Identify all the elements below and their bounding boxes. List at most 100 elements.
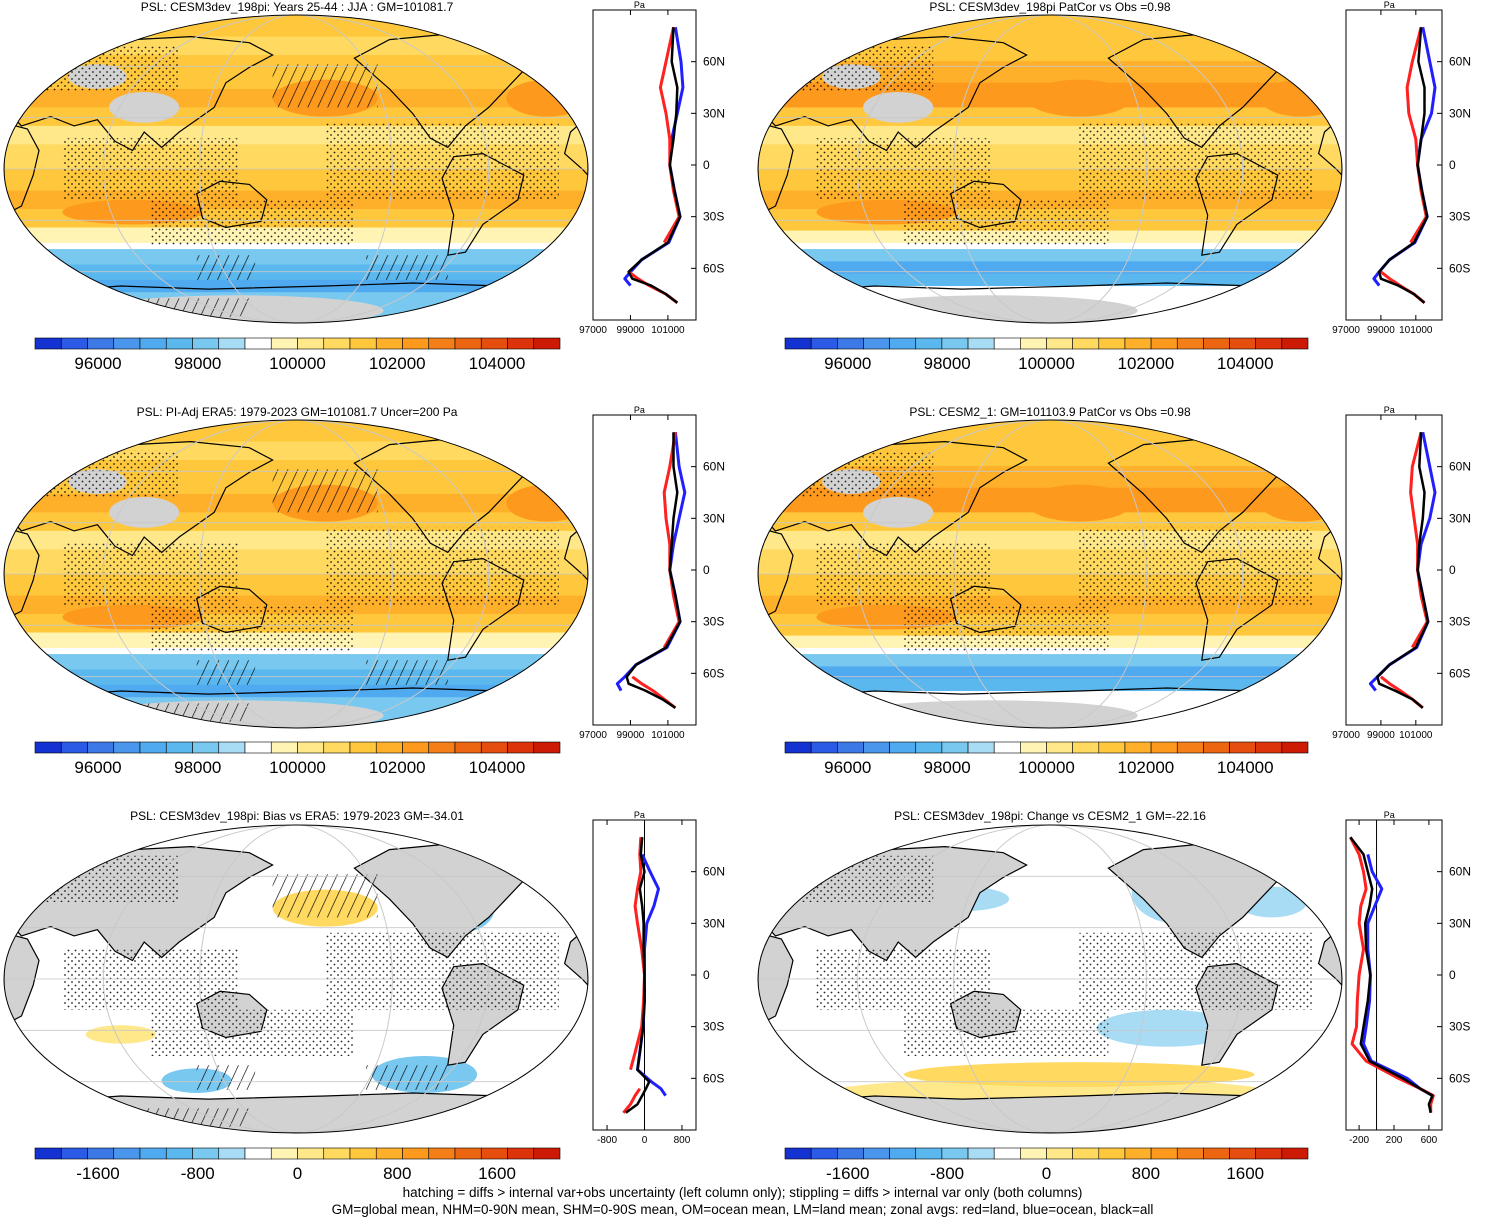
stippling: [325, 527, 559, 605]
colorbar-swatch: [836, 741, 864, 754]
coastline-africa: [758, 527, 794, 622]
ocean-zonal-line: [1368, 431, 1437, 692]
pressure-band: [4, 647, 588, 655]
land-zonal-line: [631, 431, 681, 709]
colorbar-swatch: [1229, 337, 1257, 350]
coastline-greenland: [1271, 431, 1326, 467]
colorbar-swatch: [507, 1147, 535, 1160]
x-tick-label: 0: [642, 1135, 648, 1146]
colorbar-tick-label: 0: [293, 1164, 302, 1183]
stippling: [150, 1009, 355, 1056]
pressure-band: [758, 273, 1342, 287]
colorbar-swatch: [34, 1147, 62, 1160]
colorbar-swatch: [139, 1147, 167, 1160]
colorbar-1: 96000 98000 100000 102000 104000: [34, 337, 561, 373]
graticule-lon: [102, 15, 490, 323]
graticule-lon: [199, 15, 393, 323]
colorbar-swatch: [349, 741, 377, 754]
zonal-plot-6: Pa 60N 30N 0 30S 60S -200 200 600: [1345, 810, 1471, 1146]
colorbar-swatch: [1255, 337, 1283, 350]
map-3: [3, 419, 589, 729]
tibet-mask: [863, 497, 934, 528]
colorbar-swatch: [402, 1147, 430, 1160]
zonal-unit: Pa: [634, 0, 645, 10]
graticule-lon: [856, 15, 1244, 323]
colorbar-tick-label: 800: [1132, 1164, 1160, 1183]
colorbar-tick-label: 100000: [269, 354, 326, 373]
colorbar-tick-label: 102000: [369, 758, 426, 777]
lat-label: 60N: [1449, 865, 1471, 879]
pressure-band: [758, 666, 1342, 680]
graticule-lon: [953, 15, 1147, 323]
colorbar-tick-label: 98000: [923, 758, 970, 777]
colorbar-swatch: [454, 337, 482, 350]
ocean-zonal-line: [636, 853, 667, 1097]
pressure-band: [4, 15, 588, 38]
colorbar-swatch: [113, 1147, 141, 1160]
land-zonal-line: [622, 837, 646, 1114]
coastline-antarctica: [32, 282, 577, 323]
colorbar-tick-label: 104000: [469, 354, 526, 373]
colorbar-swatch: [993, 337, 1021, 350]
colorbar-swatch: [480, 1147, 508, 1160]
colorbar-swatch: [1255, 741, 1283, 754]
x-tick-label: 800: [674, 1135, 691, 1146]
colorbar-swatch: [1072, 741, 1100, 754]
coastline-greenland: [517, 26, 572, 62]
ocean-zonal-line: [1372, 26, 1437, 287]
x-tick-label: 200: [1386, 1135, 1403, 1146]
lat-label: 0: [703, 968, 710, 982]
colorbar-swatch: [1046, 337, 1073, 350]
colorbar-swatch: [836, 1147, 864, 1160]
map-border: [757, 824, 1343, 1134]
colorbar-swatch: [375, 337, 403, 350]
colorbar-swatch: [967, 337, 995, 350]
colorbar-tick-label: 98000: [923, 354, 970, 373]
stippling: [150, 604, 355, 651]
coastline-antarctica: [786, 282, 1331, 323]
zonal-plot-2: Pa 60N 30N 0 30S 60S 97000 99000 101000: [1332, 0, 1471, 336]
hatching: [272, 64, 378, 108]
coastline-africa: [4, 527, 40, 622]
colorbar-swatch: [1020, 1147, 1047, 1160]
pressure-band: [758, 420, 1342, 443]
lat-label: 30S: [1449, 1020, 1470, 1034]
colorbar-tick-label: 100000: [269, 758, 326, 777]
graticule-lon: [953, 420, 1147, 728]
colorbar-swatch: [34, 337, 62, 350]
coastline-rightafrica: [1317, 115, 1342, 177]
pressure-band: [4, 441, 588, 461]
coastline-antarctica: [786, 1092, 1331, 1133]
lat-label: 0: [703, 563, 710, 577]
pressure-band: [4, 264, 588, 281]
stippling: [1079, 932, 1313, 1010]
coastline-antarctica: [786, 687, 1331, 728]
all-zonal-line: [625, 837, 651, 1114]
colorbar-swatch: [784, 741, 812, 754]
pressure-band: [4, 654, 588, 670]
colorbar-swatch: [402, 337, 430, 350]
colorbar-swatch: [993, 741, 1021, 754]
hatching: [272, 469, 378, 513]
colorbar-4: 96000 98000 100000 102000 104000: [784, 741, 1309, 777]
stippling: [33, 450, 180, 497]
colorbar-swatch: [1281, 337, 1309, 350]
lat-label: 0: [703, 158, 710, 172]
map-border: [757, 419, 1343, 729]
colorbar-tick-label: 104000: [1217, 758, 1274, 777]
colorbar-swatch: [1203, 1147, 1230, 1160]
colorbar-swatch: [863, 1147, 890, 1160]
pressure-band: [758, 678, 1342, 692]
graticule-lon: [199, 420, 393, 728]
azores-high: [1260, 79, 1342, 117]
graticule-lon: [856, 420, 1244, 728]
colorbar-tick-label: 102000: [369, 354, 426, 373]
colorbar-swatch: [507, 337, 535, 350]
colorbar-swatch: [60, 337, 88, 350]
stippling: [787, 450, 934, 497]
lat-label: 30N: [703, 511, 725, 525]
colorbar-swatch: [349, 1147, 377, 1160]
x-tick-label: 99000: [1367, 730, 1395, 741]
colorbar-swatch: [192, 741, 220, 754]
colorbar-swatch: [402, 741, 430, 754]
